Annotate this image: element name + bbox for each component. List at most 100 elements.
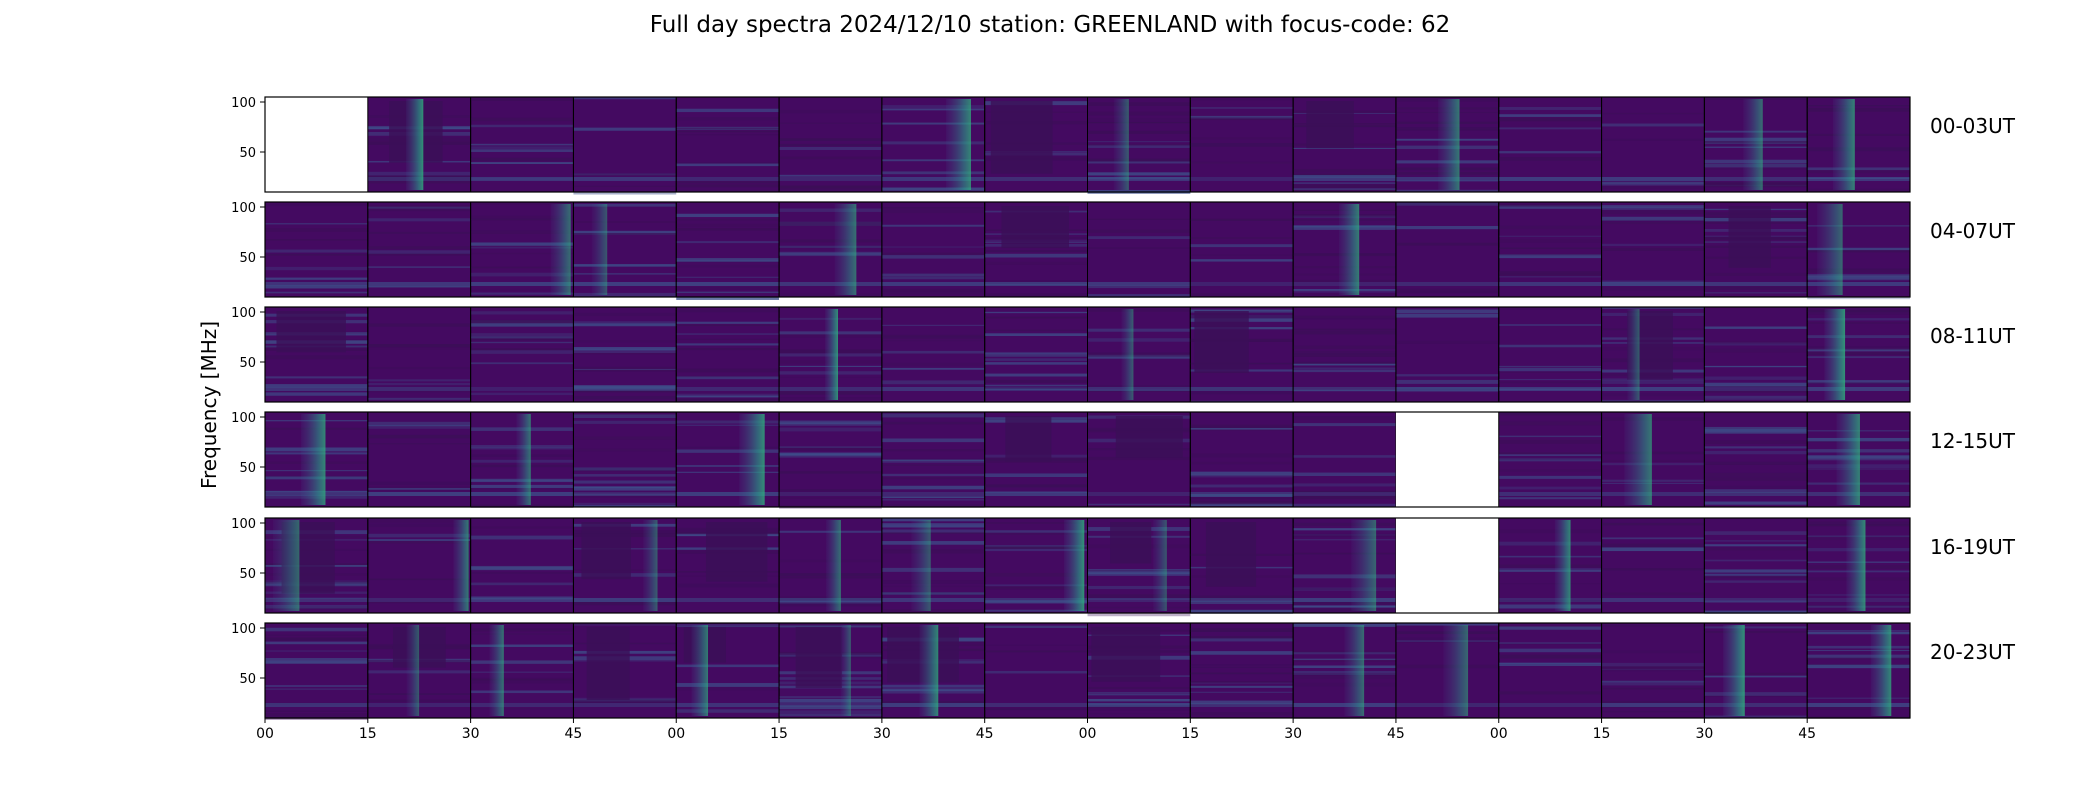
spectral-band bbox=[367, 218, 471, 222]
spectral-band bbox=[1087, 598, 1191, 600]
spectral-band bbox=[1087, 111, 1191, 116]
spectral-band bbox=[265, 239, 368, 241]
spectral-band bbox=[881, 549, 985, 554]
spectral-band bbox=[265, 228, 368, 232]
spectral-band bbox=[881, 585, 985, 588]
spectral-band bbox=[779, 239, 882, 243]
low-band bbox=[1395, 282, 1499, 286]
spectral-band bbox=[984, 253, 1088, 258]
spectral-band bbox=[1807, 167, 1910, 171]
burst-feature bbox=[1836, 414, 1860, 505]
spectral-band bbox=[1293, 495, 1396, 500]
spectral-band bbox=[1704, 395, 1808, 399]
spectral-band bbox=[1601, 379, 1705, 384]
spectral-band bbox=[881, 367, 985, 370]
spectral-band bbox=[1190, 498, 1294, 503]
spectral-band bbox=[1087, 352, 1191, 355]
spectral-band bbox=[779, 447, 882, 451]
spectral-band bbox=[1704, 342, 1808, 346]
spectral-band bbox=[573, 504, 677, 507]
spectral-band bbox=[984, 522, 1088, 524]
low-band bbox=[1807, 177, 1910, 181]
spectral-band bbox=[1498, 344, 1602, 348]
spectral-band bbox=[1498, 497, 1602, 500]
spectral-band bbox=[1498, 271, 1602, 275]
spectral-band bbox=[984, 261, 1088, 265]
spectral-band bbox=[265, 383, 368, 388]
spectral-band bbox=[779, 293, 882, 298]
spectral-band bbox=[1704, 695, 1808, 697]
low-band bbox=[367, 387, 471, 391]
spectral-band bbox=[1807, 105, 1910, 107]
low-band bbox=[1190, 703, 1294, 707]
low-band bbox=[881, 598, 985, 602]
low-band bbox=[676, 387, 780, 391]
low-band bbox=[1395, 387, 1499, 391]
spectrum-panel bbox=[1395, 518, 1499, 613]
spectral-band bbox=[1498, 106, 1602, 110]
quiet-block bbox=[795, 627, 843, 688]
spectral-band bbox=[1704, 611, 1808, 613]
spectrum-panel bbox=[778, 96, 883, 193]
burst-feature bbox=[453, 520, 469, 611]
spectrum-panel bbox=[1395, 96, 1500, 193]
spectral-band bbox=[984, 609, 1088, 612]
spectral-band bbox=[1498, 469, 1602, 472]
burst-feature bbox=[1351, 520, 1377, 611]
spectral-band bbox=[1704, 376, 1808, 380]
spectral-band bbox=[1087, 712, 1191, 715]
low-band bbox=[676, 703, 780, 707]
spectral-band bbox=[1087, 308, 1191, 312]
burst-feature bbox=[1338, 204, 1360, 295]
burst-feature bbox=[516, 414, 531, 505]
spectral-band bbox=[1704, 575, 1808, 579]
spectral-band bbox=[779, 625, 882, 628]
spectral-band bbox=[573, 273, 677, 275]
spectral-band bbox=[881, 496, 985, 499]
x-tick-label: 30 bbox=[873, 726, 891, 742]
spectral-band bbox=[881, 273, 985, 277]
spectral-band bbox=[1498, 114, 1602, 117]
spectral-band bbox=[1807, 351, 1910, 355]
spectral-band bbox=[1704, 531, 1808, 535]
missing-panel bbox=[1395, 412, 1499, 507]
missing-panel bbox=[1395, 518, 1499, 613]
spectral-band bbox=[1087, 172, 1191, 176]
spectral-band bbox=[1293, 188, 1396, 190]
spectral-band bbox=[1293, 472, 1396, 477]
spectrum-panel bbox=[367, 96, 472, 193]
spectral-band bbox=[1807, 657, 1910, 660]
spectral-band bbox=[1704, 385, 1808, 388]
spectral-band bbox=[367, 231, 471, 234]
spectral-band bbox=[1704, 429, 1808, 433]
row-frame bbox=[264, 96, 1911, 193]
spectral-band bbox=[779, 143, 882, 147]
row-label: 20-23UT bbox=[1930, 640, 2016, 664]
spectral-band bbox=[1190, 502, 1294, 507]
low-band bbox=[367, 703, 471, 707]
spectral-band bbox=[265, 713, 368, 716]
spectral-band bbox=[1087, 338, 1191, 342]
spectrum-panel bbox=[1806, 411, 1911, 508]
spectral-band bbox=[367, 533, 471, 538]
spectral-band bbox=[470, 143, 574, 146]
spectral-band bbox=[573, 502, 677, 505]
spectral-band bbox=[1293, 588, 1396, 590]
burst-feature bbox=[919, 625, 939, 716]
spectral-band bbox=[1190, 237, 1294, 239]
spectral-band bbox=[1601, 482, 1705, 485]
spectral-band bbox=[1498, 555, 1602, 558]
quiet-block bbox=[705, 522, 768, 582]
low-band bbox=[1087, 282, 1191, 286]
low-band bbox=[1498, 703, 1602, 707]
spectral-band bbox=[676, 127, 780, 130]
spectral-band bbox=[470, 348, 574, 351]
spectral-band bbox=[1498, 378, 1602, 381]
spectrum-panel bbox=[367, 622, 472, 719]
low-band bbox=[265, 282, 368, 286]
spectral-band bbox=[1190, 700, 1294, 705]
spectral-band bbox=[1293, 182, 1396, 184]
spectral-band bbox=[573, 474, 677, 477]
low-band bbox=[779, 177, 882, 181]
spectral-band bbox=[470, 678, 574, 681]
